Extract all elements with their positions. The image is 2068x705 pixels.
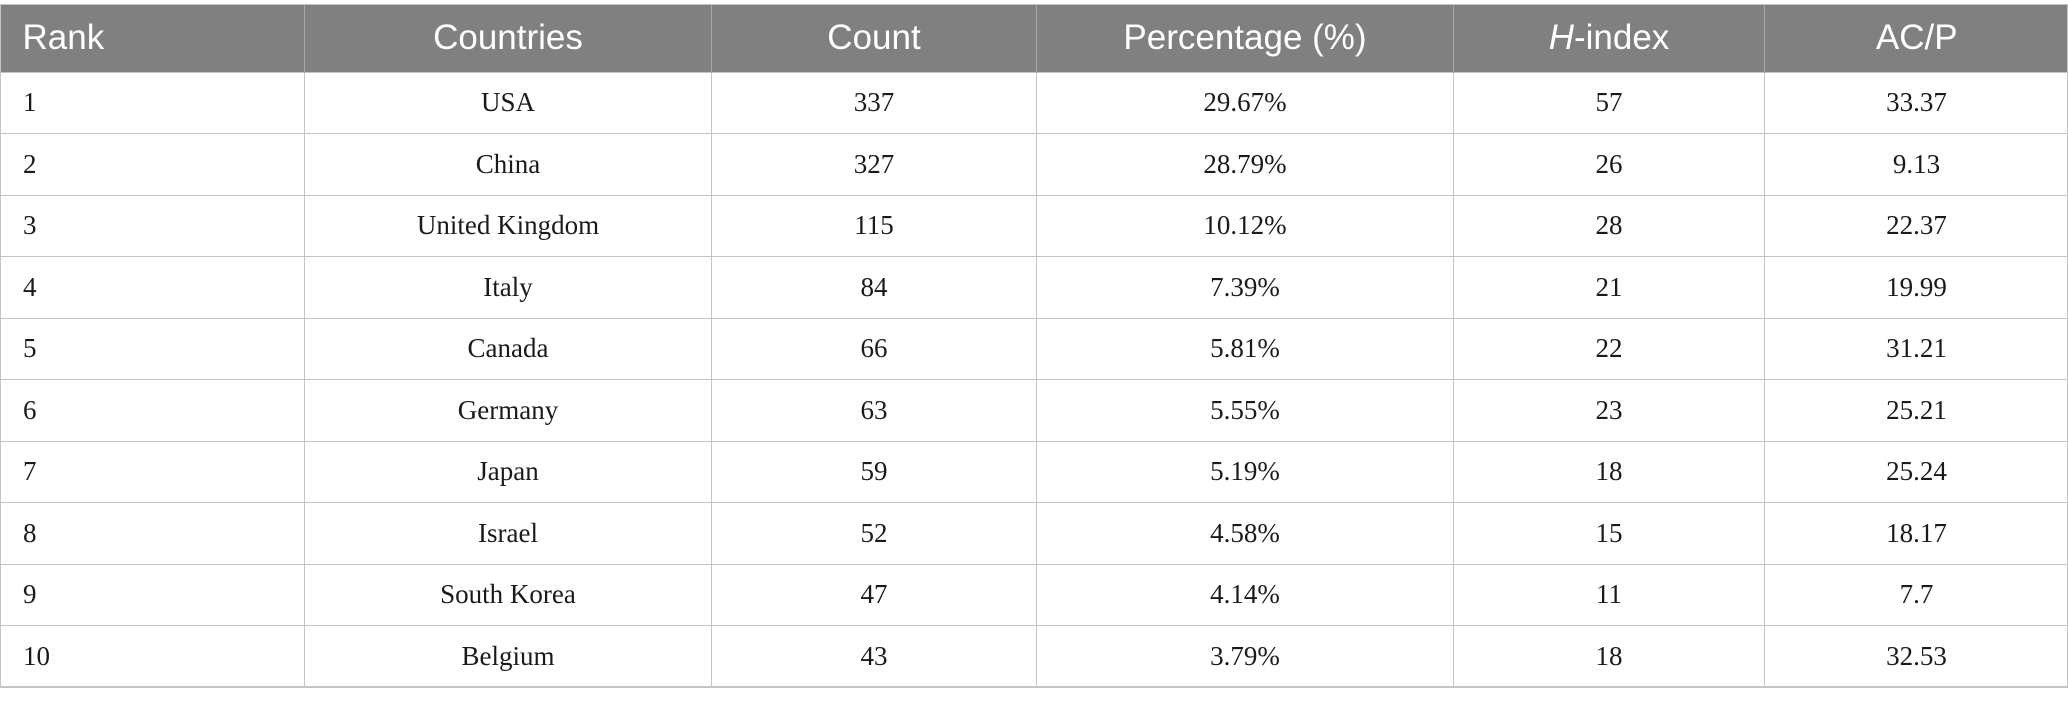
table-row: 5 Canada 66 5.81% 22 31.21 — [0, 317, 2068, 380]
cell-rank: 9 — [0, 563, 305, 626]
cell-country: Canada — [304, 317, 712, 380]
cell-rank: 3 — [0, 194, 305, 257]
cell-percentage: 3.79% — [1036, 625, 1454, 688]
cell-h-index: 22 — [1453, 317, 1765, 380]
cell-h-index: 57 — [1453, 71, 1765, 134]
table-header: Rank Countries Count Percentage (%) H-in… — [0, 4, 2068, 72]
cell-percentage: 5.19% — [1036, 440, 1454, 503]
header-row: Rank Countries Count Percentage (%) H-in… — [0, 4, 2068, 72]
header-percentage: Percentage (%) — [1036, 4, 1454, 72]
header-count: Count — [711, 4, 1037, 72]
table-row: 8 Israel 52 4.58% 15 18.17 — [0, 502, 2068, 565]
cell-rank: 10 — [0, 625, 305, 688]
cell-ac-p: 7.7 — [1764, 563, 2068, 626]
cell-ac-p: 25.21 — [1764, 379, 2068, 442]
cell-country: South Korea — [304, 563, 712, 626]
table-row: 9 South Korea 47 4.14% 11 7.7 — [0, 563, 2068, 626]
header-rank: Rank — [0, 4, 305, 72]
cell-h-index: 11 — [1453, 563, 1765, 626]
data-table: Rank Countries Count Percentage (%) H-in… — [0, 4, 2068, 688]
header-countries: Countries — [304, 4, 712, 72]
cell-country: China — [304, 133, 712, 196]
cell-country: United Kingdom — [304, 194, 712, 257]
cell-percentage: 7.39% — [1036, 256, 1454, 319]
table-row: 1 USA 337 29.67% 57 33.37 — [0, 71, 2068, 134]
cell-ac-p: 32.53 — [1764, 625, 2068, 688]
cell-count: 84 — [711, 256, 1037, 319]
cell-ac-p: 25.24 — [1764, 440, 2068, 503]
cell-country: Germany — [304, 379, 712, 442]
cell-percentage: 10.12% — [1036, 194, 1454, 257]
cell-count: 43 — [711, 625, 1037, 688]
cell-rank: 1 — [0, 71, 305, 134]
cell-ac-p: 33.37 — [1764, 71, 2068, 134]
cell-count: 52 — [711, 502, 1037, 565]
cell-percentage: 5.81% — [1036, 317, 1454, 380]
cell-count: 63 — [711, 379, 1037, 442]
cell-count: 327 — [711, 133, 1037, 196]
table-row: 7 Japan 59 5.19% 18 25.24 — [0, 440, 2068, 503]
cell-ac-p: 9.13 — [1764, 133, 2068, 196]
cell-ac-p: 31.21 — [1764, 317, 2068, 380]
cell-h-index: 15 — [1453, 502, 1765, 565]
cell-percentage: 28.79% — [1036, 133, 1454, 196]
cell-percentage: 29.67% — [1036, 71, 1454, 134]
cell-count: 66 — [711, 317, 1037, 380]
cell-percentage: 4.58% — [1036, 502, 1454, 565]
cell-country: Belgium — [304, 625, 712, 688]
cell-h-index: 18 — [1453, 625, 1765, 688]
cell-country: Israel — [304, 502, 712, 565]
cell-h-index: 28 — [1453, 194, 1765, 257]
cell-h-index: 18 — [1453, 440, 1765, 503]
cell-ac-p: 22.37 — [1764, 194, 2068, 257]
table-row: 10 Belgium 43 3.79% 18 32.53 — [0, 625, 2068, 688]
header-h-index-italic: H — [1548, 17, 1574, 57]
cell-rank: 4 — [0, 256, 305, 319]
cell-country: Japan — [304, 440, 712, 503]
cell-percentage: 4.14% — [1036, 563, 1454, 626]
cell-rank: 2 — [0, 133, 305, 196]
cell-h-index: 23 — [1453, 379, 1765, 442]
cell-ac-p: 18.17 — [1764, 502, 2068, 565]
table-body: 1 USA 337 29.67% 57 33.37 2 China 327 28.79% 26 9.1… — [0, 71, 2068, 688]
cell-country: USA — [304, 71, 712, 134]
header-h-index-suffix: -index — [1573, 17, 1670, 57]
cell-count: 59 — [711, 440, 1037, 503]
cell-rank: 8 — [0, 502, 305, 565]
cell-percentage: 5.55% — [1036, 379, 1454, 442]
header-h-index: H-index — [1453, 4, 1765, 72]
cell-count: 337 — [711, 71, 1037, 134]
cell-rank: 6 — [0, 379, 305, 442]
table-row: 2 China 327 28.79% 26 9.13 — [0, 133, 2068, 196]
cell-ac-p: 19.99 — [1764, 256, 2068, 319]
cell-rank: 7 — [0, 440, 305, 503]
header-ac-p: AC/P — [1875, 17, 1958, 57]
cell-count: 47 — [711, 563, 1037, 626]
cell-h-index: 21 — [1453, 256, 1765, 319]
cell-rank: 5 — [0, 317, 305, 380]
cell-count: 115 — [711, 194, 1037, 257]
table-row: 3 United Kingdom 115 10.12% 28 22.37 — [0, 194, 2068, 257]
table-row: 6 Germany 63 5.55% 23 25.21 — [0, 379, 2068, 442]
table-row: 4 Italy 84 7.39% 21 19.99 — [0, 256, 2068, 319]
cell-h-index: 26 — [1453, 133, 1765, 196]
cell-country: Italy — [304, 256, 712, 319]
